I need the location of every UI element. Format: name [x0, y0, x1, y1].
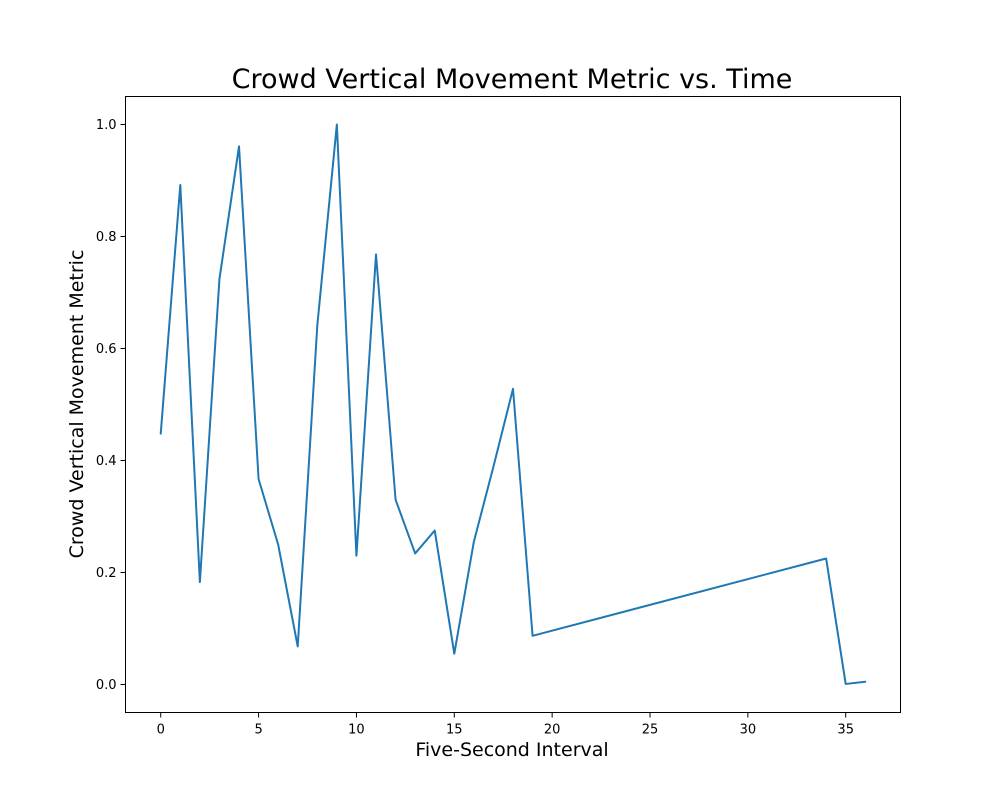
x-axis-ticks: 0 5 10 15 20 25 30 35 — [157, 712, 854, 738]
x-tick-label: 25 — [642, 723, 659, 738]
x-tick-label: 15 — [446, 723, 463, 738]
x-tick-label: 5 — [254, 723, 262, 738]
y-tick-label: 0.0 — [96, 678, 117, 693]
y-tick-label: 1.0 — [96, 118, 117, 133]
x-tick-label: 30 — [740, 723, 757, 738]
x-tick-label: 0 — [157, 723, 165, 738]
x-axis-label: Five-Second Interval — [415, 739, 608, 761]
series-layer — [159, 123, 867, 685]
plot-frame — [125, 96, 901, 713]
x-tick-label: 10 — [348, 723, 365, 738]
y-tick-label: 0.6 — [96, 342, 117, 357]
chart-title: Crowd Vertical Movement Metric vs. Time — [232, 64, 793, 95]
y-tick-label: 0.4 — [96, 454, 117, 469]
y-tick-label: 0.2 — [96, 566, 117, 581]
y-axis-label: Crowd Vertical Movement Metric — [66, 250, 88, 559]
series-line-0 — [159, 123, 867, 685]
y-tick-label: 0.8 — [96, 230, 117, 245]
y-axis-ticks: 0.0 0.2 0.4 0.6 0.8 1.0 — [96, 118, 126, 693]
x-tick-label: 35 — [837, 723, 854, 738]
x-tick-label: 20 — [544, 723, 561, 738]
